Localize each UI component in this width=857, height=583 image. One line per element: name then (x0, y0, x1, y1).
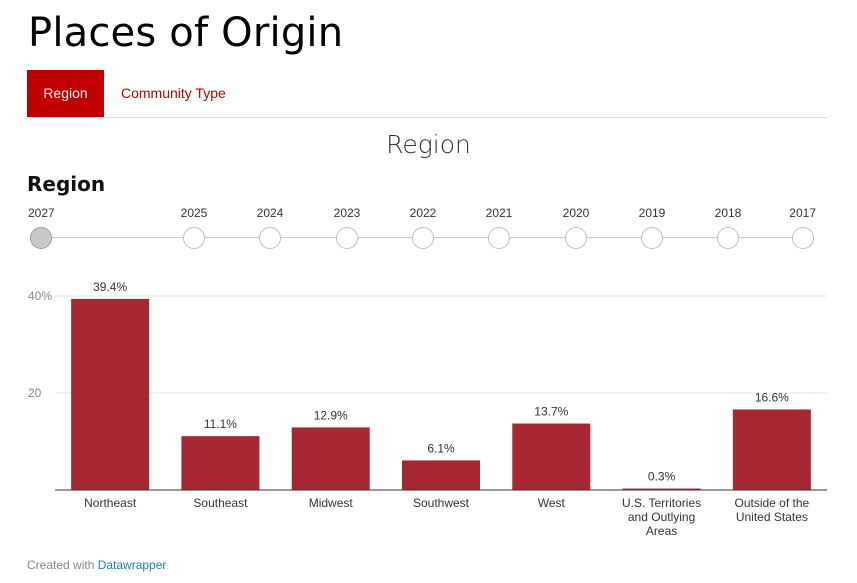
data-label: 0.3% (648, 470, 676, 484)
timeline-year-label: 2027 (28, 206, 55, 220)
timeline-year-label: 2020 (562, 206, 590, 220)
chart-title: Region (27, 172, 106, 196)
bar (181, 436, 260, 490)
timeline-dot-2021[interactable] (488, 227, 510, 249)
timeline-year-label: 2017 (789, 206, 816, 220)
footer-prefix: Created with (27, 558, 98, 572)
data-label: 16.6% (755, 390, 789, 404)
x-tick-label: Northeast (84, 496, 137, 510)
footer-credit: Created with Datawrapper (27, 558, 166, 572)
tab-community-type[interactable]: Community Type (121, 85, 226, 101)
timeline-dot-2019[interactable] (641, 227, 663, 249)
timeline-year-label: 2023 (333, 206, 361, 220)
tab-bar: Region Community Type (27, 70, 827, 118)
timeline-dot-2017[interactable] (792, 227, 814, 249)
timeline-year-label: 2018 (714, 206, 742, 220)
bar (291, 427, 370, 490)
bar (402, 460, 480, 490)
data-label: 13.7% (534, 405, 568, 419)
timeline-dot-2027[interactable] (30, 227, 52, 249)
timeline-dot-2024[interactable] (259, 227, 281, 249)
timeline-year-label: 2021 (485, 206, 513, 220)
timeline-dot-2025[interactable] (183, 227, 205, 249)
bar (512, 423, 591, 490)
timeline-year-label: 2025 (180, 206, 208, 220)
x-tick-label: West (538, 496, 566, 510)
year-timeline: 2027 2025 2024 2023 2022 2021 2020 2019 … (0, 200, 857, 260)
timeline-year-label: 2019 (638, 206, 666, 220)
timeline-dot-2023[interactable] (336, 227, 358, 249)
y-tick-label: 40% (28, 289, 52, 303)
timeline-year-label: 2022 (409, 206, 437, 220)
x-tick-label: Southeast (193, 496, 248, 510)
timeline-dot-2020[interactable] (565, 227, 587, 249)
x-tick-label: Midwest (309, 496, 354, 510)
page-title: Places of Origin (28, 10, 344, 56)
bar (622, 488, 701, 490)
data-label: 39.4% (93, 280, 127, 294)
timeline-year-label: 2024 (256, 206, 284, 220)
y-tick-label: 20 (28, 386, 42, 400)
datawrapper-link[interactable]: Datawrapper (97, 558, 167, 572)
timeline-dot-2018[interactable] (717, 227, 739, 249)
bar (732, 409, 811, 490)
x-tick-label: Outside of the United States (734, 496, 809, 524)
bar (71, 298, 150, 490)
x-tick-label: Southwest (413, 496, 470, 510)
data-label: 6.1% (427, 441, 455, 455)
tab-region[interactable]: Region (27, 70, 104, 117)
data-label: 11.1% (204, 417, 237, 431)
timeline-dot-2022[interactable] (412, 227, 434, 249)
bar-chart: 20 40% 39.4% Northeast 11.1% Southeast 12.9% Mi… (28, 280, 827, 538)
data-label: 12.9% (314, 408, 348, 422)
section-heading: Region (386, 130, 471, 159)
x-tick-label: U.S. Territories and Outlying Areas (622, 496, 701, 538)
